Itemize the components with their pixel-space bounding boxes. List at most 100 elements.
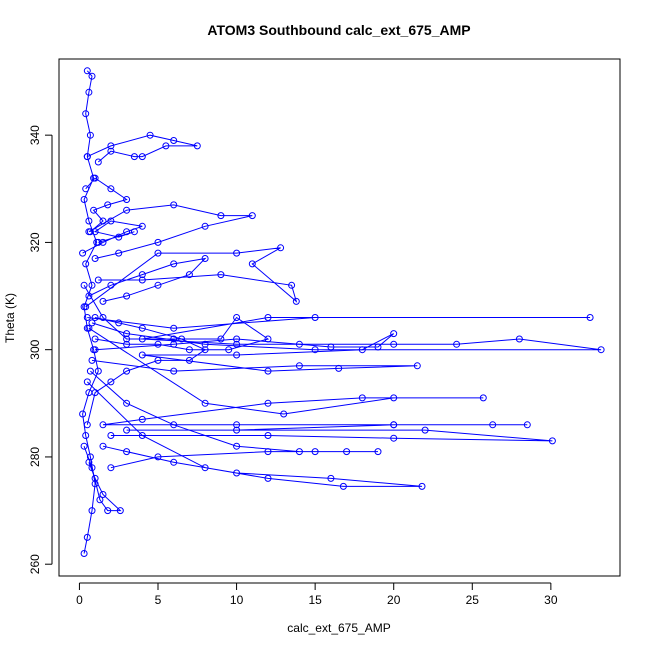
series-line: [86, 317, 207, 425]
data-point: [413, 362, 421, 370]
data-point: [515, 335, 523, 343]
data-point: [99, 297, 107, 305]
data-point: [123, 196, 131, 203]
data-point: [264, 474, 272, 482]
data-point: [123, 399, 131, 407]
data-point: [358, 346, 366, 354]
data-point: [343, 448, 351, 456]
data-point: [154, 356, 162, 364]
data-point: [80, 281, 88, 289]
data-point: [88, 281, 96, 289]
data-point: [390, 434, 398, 442]
data-point: [107, 217, 115, 225]
data-point: [123, 367, 131, 375]
data-point: [107, 147, 115, 155]
data-point: [248, 260, 256, 268]
x-tick-label: 30: [544, 593, 558, 607]
series-9: [83, 131, 201, 166]
data-point: [201, 255, 209, 262]
x-tick-label: 5: [155, 593, 162, 607]
data-point: [233, 469, 241, 477]
data-point: [146, 131, 154, 139]
data-point: [154, 249, 162, 257]
data-point: [85, 324, 93, 332]
data-point: [217, 271, 225, 279]
data-point: [390, 394, 398, 402]
data-point: [91, 474, 99, 482]
data-point: [358, 394, 366, 402]
data-point: [154, 340, 162, 348]
data-point: [83, 314, 91, 321]
data-point: [225, 346, 233, 354]
data-point: [86, 131, 94, 139]
data-point: [99, 442, 107, 450]
data-point: [123, 330, 131, 338]
data-point: [248, 212, 256, 220]
data-point: [233, 249, 241, 257]
data-point: [88, 319, 96, 327]
data-point: [292, 297, 300, 305]
data-point: [170, 260, 178, 268]
data-point: [311, 346, 319, 354]
data-point: [154, 453, 162, 461]
data-point: [85, 217, 93, 225]
series-line: [90, 370, 378, 469]
data-point: [91, 228, 99, 236]
data-point: [233, 351, 241, 359]
data-point: [374, 448, 382, 456]
data-point: [264, 432, 272, 439]
x-tick-label: 0: [76, 593, 83, 607]
data-point: [86, 228, 94, 236]
series-15: [85, 255, 209, 305]
data-point: [311, 448, 319, 456]
data-point: [123, 335, 131, 343]
data-point: [339, 482, 347, 490]
series-13: [82, 174, 131, 236]
data-point: [80, 550, 88, 557]
series-line: [88, 327, 553, 442]
data-point: [96, 496, 104, 504]
data-point: [170, 201, 178, 209]
data-point: [115, 233, 123, 241]
data-point: [597, 346, 605, 354]
data-point: [83, 153, 91, 161]
data-point: [327, 474, 335, 482]
data-point: [586, 314, 594, 321]
data-point: [138, 415, 146, 423]
series-12: [79, 217, 146, 257]
data-point: [138, 432, 146, 439]
data-point: [130, 153, 138, 161]
data-point: [94, 276, 102, 284]
data-point: [82, 110, 90, 118]
data-point: [115, 249, 123, 257]
data-point: [193, 142, 201, 150]
data-point: [138, 222, 146, 230]
data-point: [138, 351, 146, 359]
data-point: [85, 292, 93, 300]
data-point: [99, 238, 107, 246]
data-point: [107, 432, 115, 439]
data-point: [99, 421, 107, 429]
data-point: [264, 448, 272, 456]
data-point: [390, 340, 398, 348]
data-point: [94, 367, 102, 375]
data-point: [104, 201, 112, 209]
data-point: [280, 410, 288, 418]
data-point: [82, 303, 90, 311]
data-point: [374, 343, 382, 351]
data-point: [217, 335, 225, 343]
data-point: [138, 153, 146, 161]
x-axis: 0 5 10 15 20 25 30: [76, 582, 558, 607]
data-point: [264, 399, 272, 407]
data-point: [83, 378, 91, 386]
data-point: [83, 533, 91, 541]
data-point: [264, 314, 272, 321]
data-point: [418, 482, 426, 490]
data-point: [295, 362, 303, 370]
data-point: [104, 507, 112, 515]
data-point: [335, 364, 343, 372]
data-point: [99, 314, 107, 321]
data-point: [82, 185, 90, 193]
data-point: [79, 410, 87, 418]
